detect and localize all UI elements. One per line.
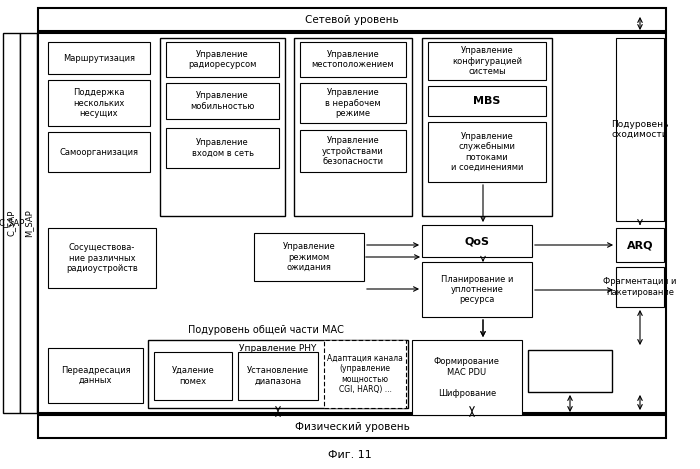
Bar — [616, 267, 664, 307]
Text: ARQ: ARQ — [626, 240, 653, 250]
Bar — [166, 128, 279, 168]
Bar — [48, 42, 150, 74]
Bar — [166, 83, 279, 119]
Bar — [422, 225, 532, 257]
Text: Подуровень общей части МАС: Подуровень общей части МАС — [188, 325, 344, 335]
Bar — [428, 122, 546, 182]
Bar — [254, 233, 364, 281]
Text: Управление
мобильностью: Управление мобильностью — [190, 91, 255, 111]
Bar — [38, 33, 666, 413]
Bar — [48, 348, 143, 403]
Text: Управление PHY: Управление PHY — [239, 343, 316, 353]
Bar — [422, 262, 532, 317]
Text: C_SAP: C_SAP — [0, 219, 25, 227]
Text: Поддержка
нескольких
несущих: Поддержка нескольких несущих — [74, 88, 125, 118]
Text: Управление
конфигурацией
системы: Управление конфигурацией системы — [452, 46, 522, 76]
Text: MBS: MBS — [473, 96, 500, 106]
Bar — [154, 352, 232, 400]
Bar — [160, 38, 285, 216]
Text: Самоорганизация: Самоорганизация — [60, 147, 139, 157]
Bar — [300, 130, 406, 172]
Text: Управление
режимом
ожидания: Управление режимом ожидания — [283, 242, 335, 272]
Bar — [300, 83, 406, 123]
Text: QoS: QoS — [465, 236, 489, 246]
Bar — [48, 132, 150, 172]
Text: Физический уровень: Физический уровень — [295, 422, 410, 431]
Bar — [294, 38, 412, 216]
Text: Фрагментация и
пакетирование: Фрагментация и пакетирование — [603, 277, 677, 297]
Bar — [616, 38, 664, 221]
Bar — [48, 80, 150, 126]
Text: Подуровень
сходимости: Подуровень сходимости — [611, 120, 668, 139]
Text: Управление
радиоресурсом: Управление радиоресурсом — [188, 50, 257, 69]
Text: Фиг. 11: Фиг. 11 — [328, 450, 372, 460]
Bar — [428, 42, 546, 80]
Bar — [38, 8, 666, 31]
Text: Установление
диапазона: Установление диапазона — [247, 366, 309, 386]
Bar — [238, 352, 318, 400]
Bar — [412, 340, 522, 415]
Bar — [166, 42, 279, 77]
Bar — [300, 42, 406, 77]
Text: Формирование
MAC PDU

Шифрование: Формирование MAC PDU Шифрование — [434, 357, 500, 398]
Text: Удаление
помех: Удаление помех — [172, 366, 214, 386]
Text: Управление
служебными
потоками
и соединениями: Управление служебными потоками и соедине… — [451, 132, 523, 172]
Text: C_SAP: C_SAP — [7, 210, 16, 236]
Text: Маршрутизация: Маршрутизация — [63, 53, 135, 62]
Text: Планирование и
уплотнение
ресурса: Планирование и уплотнение ресурса — [441, 275, 513, 304]
Bar — [324, 340, 406, 408]
Bar — [422, 38, 552, 216]
Text: M_SAP: M_SAP — [24, 209, 33, 237]
Text: Управление
входом в сеть: Управление входом в сеть — [192, 138, 253, 158]
Bar — [38, 415, 666, 438]
Bar — [428, 86, 546, 116]
Text: Сосуществова-
ние различных
радиоустройств: Сосуществова- ние различных радиоустройс… — [66, 243, 138, 273]
Text: Адаптация канала
(управление
мощностью
CGI, HARQ) ...: Адаптация канала (управление мощностью C… — [327, 354, 403, 394]
Text: Сетевой уровень: Сетевой уровень — [305, 15, 399, 24]
Text: Управление
местоположением: Управление местоположением — [312, 50, 394, 69]
Text: Управление
устройствами
безопасности: Управление устройствами безопасности — [322, 136, 384, 166]
Bar — [20, 33, 37, 413]
Text: Переадресация
данных: Переадресация данных — [61, 366, 130, 385]
Bar — [616, 228, 664, 262]
Text: Управление
в нерабочем
режиме: Управление в нерабочем режиме — [326, 88, 381, 118]
Bar — [148, 340, 408, 408]
Bar — [528, 350, 612, 392]
Bar — [48, 228, 156, 288]
Bar — [3, 33, 20, 413]
